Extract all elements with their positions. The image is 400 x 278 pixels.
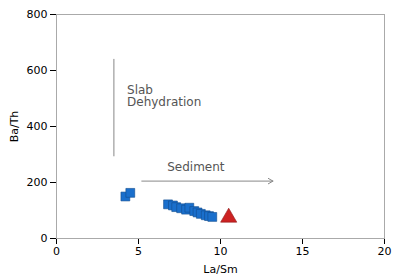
svg-text:La/Sm: La/Sm [203, 263, 237, 276]
svg-text:20: 20 [378, 245, 392, 258]
svg-text:600: 600 [27, 64, 48, 77]
svg-text:200: 200 [27, 176, 48, 189]
svg-text:800: 800 [27, 8, 48, 21]
svg-text:0: 0 [53, 245, 60, 258]
svg-text:10: 10 [214, 245, 228, 258]
svg-text:Sediment: Sediment [167, 160, 225, 174]
svg-text:5: 5 [135, 245, 142, 258]
svg-text:Ba/Th: Ba/Th [8, 111, 21, 143]
svg-text:400: 400 [27, 120, 48, 133]
svg-text:0: 0 [41, 232, 48, 245]
svg-text:SlabDehydration: SlabDehydration [127, 83, 201, 109]
svg-text:15: 15 [296, 245, 310, 258]
